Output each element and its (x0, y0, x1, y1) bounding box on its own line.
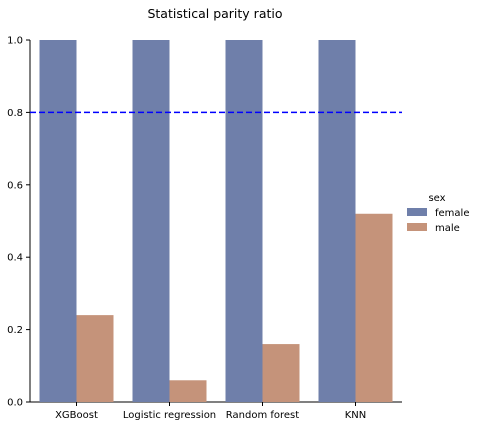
legend-label-female: female (435, 208, 469, 219)
bar-male (262, 344, 300, 402)
legend-swatch-female (407, 208, 427, 216)
y-tick-label: 0.2 (7, 325, 23, 336)
bar-female (318, 40, 356, 402)
chart-title: Statistical parity ratio (147, 6, 282, 21)
bar-male (355, 213, 393, 402)
x-tick-label: XGBoost (55, 410, 98, 421)
bar-male (169, 380, 207, 402)
legend-label-male: male (435, 223, 460, 234)
y-tick-label: 0.4 (7, 253, 23, 264)
x-tick-label: Logistic regression (123, 410, 216, 421)
y-tick-label: 0.6 (7, 180, 23, 191)
y-axis: 0.0 0.2 0.4 0.6 0.8 1.0 (7, 36, 31, 409)
bar-male (76, 315, 114, 402)
y-tick-label: 0.8 (7, 108, 23, 119)
x-tick-label: KNN (345, 410, 367, 421)
legend-title: sex (428, 193, 445, 204)
legend-swatch-male (407, 223, 427, 231)
legend: sex female male (407, 193, 469, 234)
bar-female (225, 40, 263, 402)
bars-group (39, 40, 393, 402)
bar-female (132, 40, 170, 402)
bar-female (39, 40, 77, 402)
x-axis: XGBoost Logistic regression Random forest K… (30, 401, 402, 421)
y-tick-label: 1.0 (7, 36, 23, 47)
x-tick-label: Random forest (226, 410, 299, 421)
y-tick-label: 0.0 (7, 398, 23, 409)
